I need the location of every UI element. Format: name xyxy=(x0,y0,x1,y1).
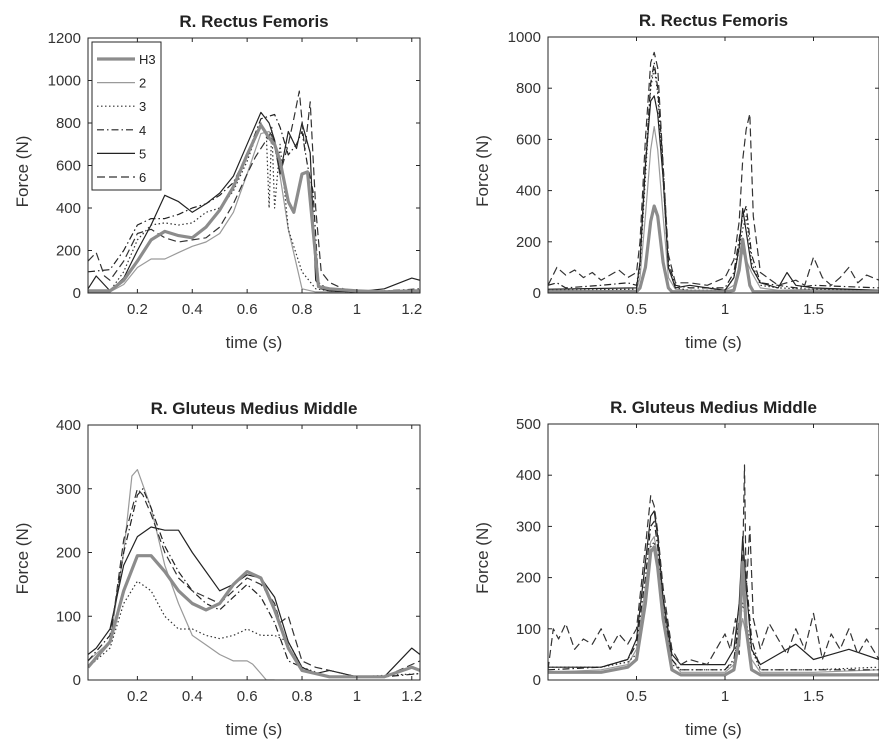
y-tick-label: 500 xyxy=(516,416,541,433)
series-line-6 xyxy=(548,51,879,286)
axes-frame xyxy=(547,423,879,681)
chart-panel-top-left: R. Rectus Femoris time (s) Force (N) 0.2… xyxy=(13,12,422,352)
x-tick-label: 0.4 xyxy=(182,688,203,705)
series-line-H3 xyxy=(548,204,879,293)
series-line-3 xyxy=(88,580,420,678)
axes-frame xyxy=(87,424,421,681)
y-tick-label: 800 xyxy=(56,115,81,132)
chart-panel-bottom-right: R. Gluteus Medius Middle time (s) Force … xyxy=(473,398,879,739)
x-tick-label: 0.4 xyxy=(182,301,203,318)
x-axis-label: time (s) xyxy=(226,333,283,352)
series-line-6 xyxy=(548,464,879,670)
y-tick-label: 200 xyxy=(56,243,81,260)
x-axis-label: time (s) xyxy=(685,720,742,739)
y-tick-label: 600 xyxy=(516,131,541,148)
y-tick-label: 1200 xyxy=(48,30,81,47)
y-tick-label: 0 xyxy=(533,672,541,689)
series-group xyxy=(548,51,879,293)
legend-label-6: 6 xyxy=(139,170,146,185)
chart-panel-bottom-left: R. Gluteus Medius Middle time (s) Force … xyxy=(13,399,422,739)
y-tick-label: 0 xyxy=(533,285,541,302)
series-line-2 xyxy=(88,469,275,680)
x-tick-label: 1.2 xyxy=(401,301,422,318)
x-tick-label: 1.5 xyxy=(803,301,824,318)
series-line-H3 xyxy=(548,545,879,677)
y-tick-label: 100 xyxy=(516,621,541,638)
legend-label-3: 3 xyxy=(139,99,146,114)
x-tick-label: 1 xyxy=(353,301,361,318)
legend-label-5: 5 xyxy=(139,146,146,161)
y-axis-label: Force (N) xyxy=(13,523,32,595)
y-axis-label: Force (N) xyxy=(473,522,492,594)
y-tick-label: 300 xyxy=(516,518,541,535)
legend-label-H3: H3 xyxy=(139,52,156,67)
axes-frame xyxy=(547,36,879,294)
chart-title: R. Rectus Femoris xyxy=(179,12,328,31)
series-line-4 xyxy=(88,113,420,293)
y-tick-label: 300 xyxy=(56,481,81,498)
x-tick-label: 0.5 xyxy=(626,688,647,705)
y-tick-label: 200 xyxy=(516,234,541,251)
series-line-2 xyxy=(548,125,879,291)
chart-title: R. Rectus Femoris xyxy=(639,11,788,30)
series-line-3 xyxy=(548,541,879,671)
x-tick-label: 1.5 xyxy=(803,688,824,705)
chart-title: R. Gluteus Medius Middle xyxy=(151,399,358,418)
series-line-6 xyxy=(88,488,420,678)
series-group xyxy=(548,464,879,677)
series-group xyxy=(88,469,420,680)
y-tick-label: 100 xyxy=(56,608,81,625)
x-tick-label: 1 xyxy=(721,301,729,318)
x-tick-label: 0.6 xyxy=(237,301,258,318)
x-tick-label: 0.8 xyxy=(292,301,313,318)
y-tick-label: 400 xyxy=(56,200,81,217)
x-tick-label: 0.5 xyxy=(626,301,647,318)
y-tick-label: 1000 xyxy=(508,29,541,46)
x-axis-label: time (s) xyxy=(226,720,283,739)
legend-label-2: 2 xyxy=(139,76,146,91)
series-line-5 xyxy=(88,111,420,293)
x-tick-label: 0.8 xyxy=(292,688,313,705)
series-line-H3 xyxy=(88,554,420,679)
y-tick-label: 1000 xyxy=(48,73,81,90)
x-axis-label: time (s) xyxy=(685,333,742,352)
y-tick-label: 0 xyxy=(73,672,81,689)
y-tick-label: 800 xyxy=(516,80,541,97)
x-tick-label: 0.2 xyxy=(127,301,148,318)
y-axis-label: Force (N) xyxy=(13,136,32,208)
y-tick-label: 200 xyxy=(516,570,541,587)
y-tick-label: 400 xyxy=(516,183,541,200)
series-line-5 xyxy=(548,510,879,668)
y-tick-label: 400 xyxy=(516,467,541,484)
y-tick-label: 200 xyxy=(56,545,81,562)
series-line-5 xyxy=(88,526,420,678)
series-group xyxy=(88,90,420,293)
x-tick-label: 1 xyxy=(353,688,361,705)
y-tick-label: 600 xyxy=(56,158,81,175)
series-line-4 xyxy=(548,61,879,289)
legend-label-4: 4 xyxy=(139,123,146,138)
series-line-3 xyxy=(548,67,879,291)
legend-box xyxy=(91,41,162,191)
series-line-5 xyxy=(548,95,879,291)
x-tick-label: 0.6 xyxy=(237,688,258,705)
x-tick-label: 0.2 xyxy=(127,688,148,705)
y-tick-label: 0 xyxy=(73,285,81,302)
chart-panel-top-right: R. Rectus Femoris time (s) Force (N) 0.5… xyxy=(473,11,879,352)
x-tick-label: 1.2 xyxy=(401,688,422,705)
legend: H3 2 3 4 5 6 xyxy=(91,41,162,191)
y-tick-label: 400 xyxy=(56,417,81,434)
x-tick-label: 1 xyxy=(721,688,729,705)
series-line-2 xyxy=(548,535,879,673)
series-line-4 xyxy=(88,488,420,678)
series-line-4 xyxy=(548,520,879,671)
chart-title: R. Gluteus Medius Middle xyxy=(610,398,817,417)
y-axis-label: Force (N) xyxy=(473,135,492,207)
series-line-H3 xyxy=(88,123,420,293)
